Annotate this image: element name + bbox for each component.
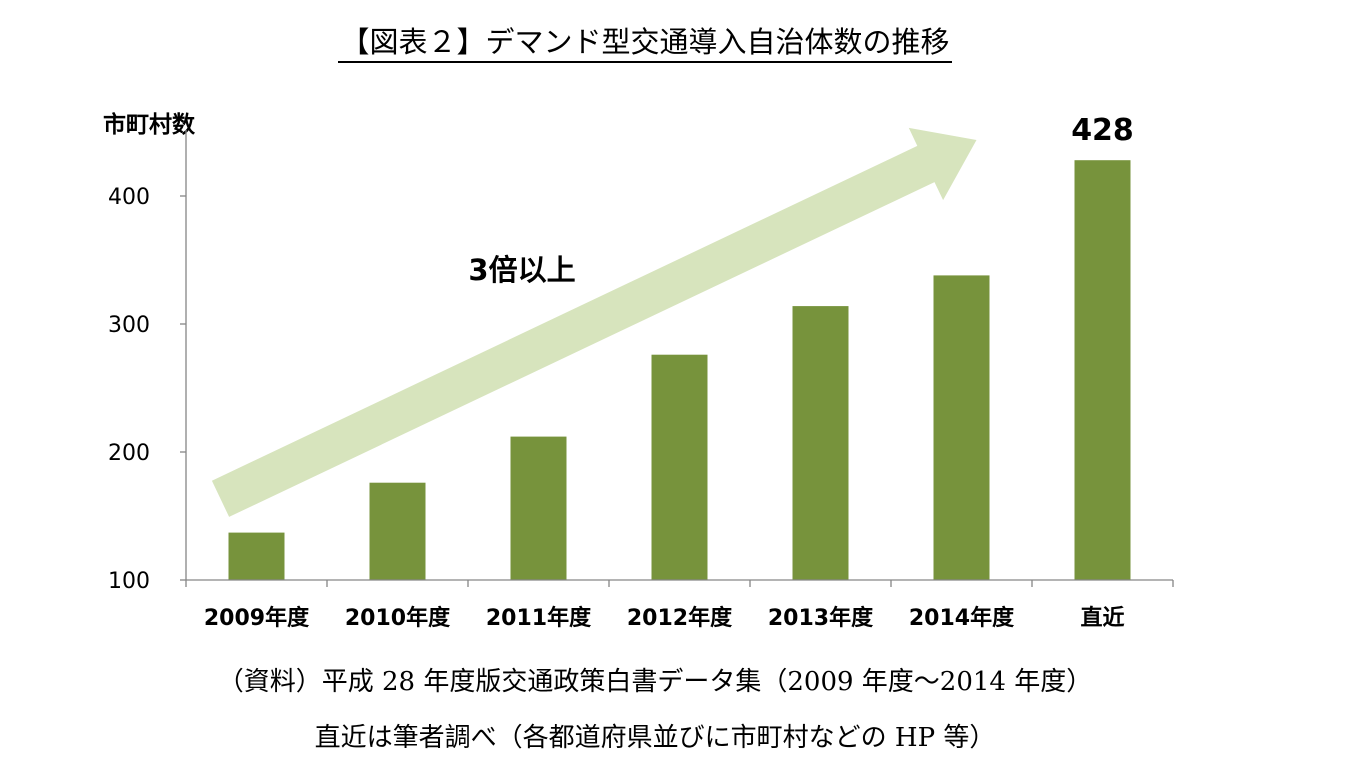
y-tick-label-400: 400 — [108, 185, 150, 210]
axes-group — [180, 130, 1174, 587]
bars-group — [228, 160, 1131, 580]
chart-title: 【図表２】デマンド型交通導入自治体数の推移 — [0, 22, 1290, 63]
y-tick-label-100: 100 — [108, 569, 150, 594]
bar-1 — [369, 482, 426, 580]
data-label-6: 428 — [1071, 113, 1134, 148]
y-axis-label: 市町村数 — [103, 111, 196, 138]
bar-5 — [933, 275, 990, 580]
x-tick-label-6: 直近 — [1080, 605, 1124, 631]
labels-group: 100 200 300 400 2009年度 2010年度 2011年度 2012年度 2013… — [108, 113, 1134, 631]
trend-arrow-group: 3倍以上 — [211, 127, 977, 517]
x-tick-label-0: 2009年度 — [204, 605, 310, 631]
bar-2 — [510, 436, 567, 580]
bar-0 — [228, 532, 285, 580]
y-tick-label-300: 300 — [108, 313, 150, 338]
y-tick-label-200: 200 — [108, 441, 150, 466]
x-tick-label-1: 2010年度 — [345, 605, 451, 631]
bar-chart: 市町村数 3倍以上 100 200 300 400 2009年度 2010年度 2011年度… — [103, 111, 1174, 631]
trend-annotation-label: 3倍以上 — [468, 253, 575, 287]
source-note: （資料）平成 28 年度版交通政策白書データ集（2009 年度～2014 年度） — [217, 667, 1093, 697]
x-tick-label-2: 2011年度 — [486, 605, 592, 631]
recent-note: 直近は筆者調べ（各都道府県並びに市町村などの HP 等） — [314, 723, 996, 753]
x-tick-label-5: 2014年度 — [909, 605, 1015, 631]
x-tick-label-4: 2013年度 — [768, 605, 874, 631]
trend-arrow — [211, 127, 977, 517]
bar-4 — [792, 306, 849, 580]
bar-3 — [651, 354, 708, 580]
x-tick-label-3: 2012年度 — [627, 605, 733, 631]
bar-6 — [1074, 160, 1131, 580]
